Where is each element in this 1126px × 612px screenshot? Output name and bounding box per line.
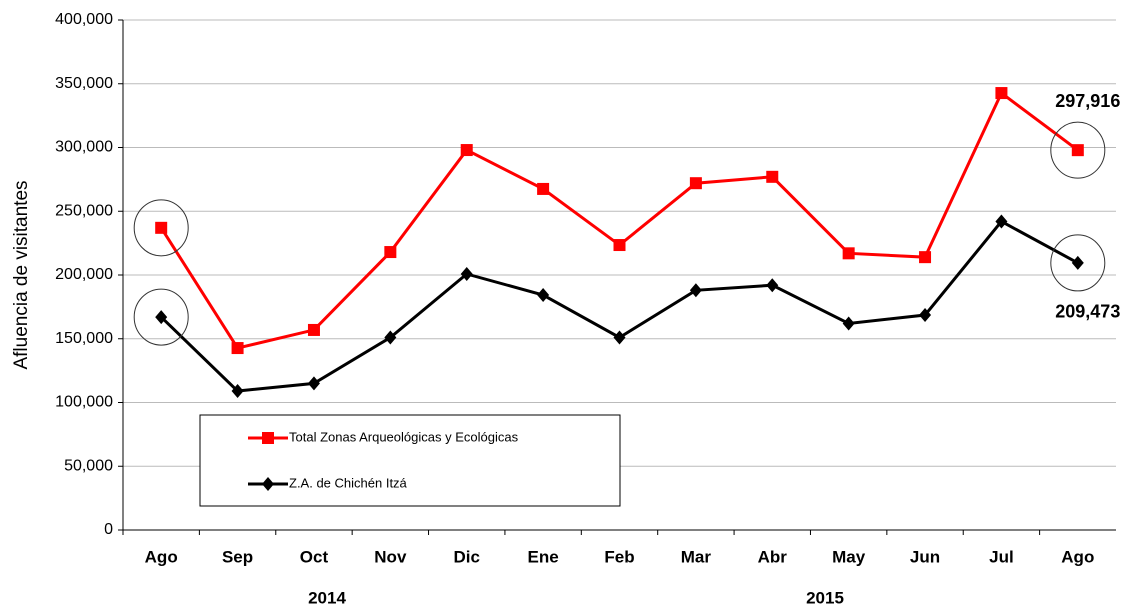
year-label: 2015	[806, 588, 844, 607]
data-point	[537, 182, 550, 195]
data-point	[842, 316, 855, 331]
y-tick-label: 150,000	[55, 330, 113, 347]
x-tick-label: Abr	[758, 547, 788, 566]
data-point	[842, 247, 855, 260]
data-point	[689, 177, 702, 190]
data-point	[919, 308, 932, 323]
x-tick-label: Jun	[910, 547, 940, 566]
x-tick-label: Dic	[453, 547, 479, 566]
x-tick-label: Mar	[681, 547, 712, 566]
data-point	[995, 87, 1008, 100]
x-tick-label: Jul	[989, 547, 1014, 566]
data-point	[231, 342, 244, 355]
y-tick-label: 300,000	[55, 139, 113, 156]
data-point	[995, 214, 1008, 229]
data-point	[613, 239, 626, 252]
x-tick-label: Ago	[145, 547, 178, 566]
legend-box	[199, 414, 621, 507]
year-label: 2014	[308, 588, 346, 607]
legend-label: Total Zonas Arqueológicas y Ecológicas	[289, 429, 519, 444]
y-tick-label: 50,000	[64, 457, 113, 474]
highlight-circle	[133, 288, 189, 346]
data-point	[155, 310, 168, 325]
x-tick-label: Nov	[374, 547, 407, 566]
series-line	[159, 90, 1079, 350]
data-point	[155, 221, 168, 234]
data-point	[384, 246, 397, 259]
data-point	[1071, 144, 1084, 157]
legend-label: Z.A. de Chichén Itzá	[289, 475, 408, 490]
y-axis-label: Afluencia de visitantes	[11, 180, 32, 369]
data-point	[307, 323, 320, 336]
highlight-circle	[133, 199, 189, 257]
data-point	[766, 170, 779, 183]
data-point	[460, 266, 473, 281]
data-point	[613, 330, 626, 345]
x-tick-label: Sep	[222, 547, 253, 566]
data-point	[384, 330, 397, 345]
x-tick-label: Ago	[1061, 547, 1094, 566]
data-point	[231, 384, 244, 399]
y-tick-label: 100,000	[55, 394, 113, 411]
y-tick-label: 0	[104, 521, 113, 538]
data-point	[537, 288, 550, 303]
data-point	[919, 251, 932, 264]
highlight-circle	[1050, 121, 1106, 179]
y-tick-label: 250,000	[55, 202, 113, 219]
x-tick-label: Feb	[604, 547, 634, 566]
y-tick-label: 200,000	[55, 266, 113, 283]
data-point	[460, 144, 473, 157]
highlight-circle	[1050, 234, 1106, 292]
data-point	[766, 278, 779, 293]
legend-marker	[262, 432, 274, 444]
y-tick-label: 350,000	[55, 75, 113, 92]
x-tick-label: Ene	[528, 547, 559, 566]
legend-marker	[262, 477, 274, 491]
data-label: 209,473	[1055, 302, 1120, 322]
x-tick-label: Oct	[300, 547, 329, 566]
data-label: 297,916	[1055, 91, 1120, 111]
x-tick-label: May	[832, 547, 866, 566]
data-point	[689, 283, 702, 298]
data-point	[307, 376, 320, 391]
y-tick-label: 400,000	[55, 11, 113, 28]
data-point	[1071, 255, 1084, 270]
